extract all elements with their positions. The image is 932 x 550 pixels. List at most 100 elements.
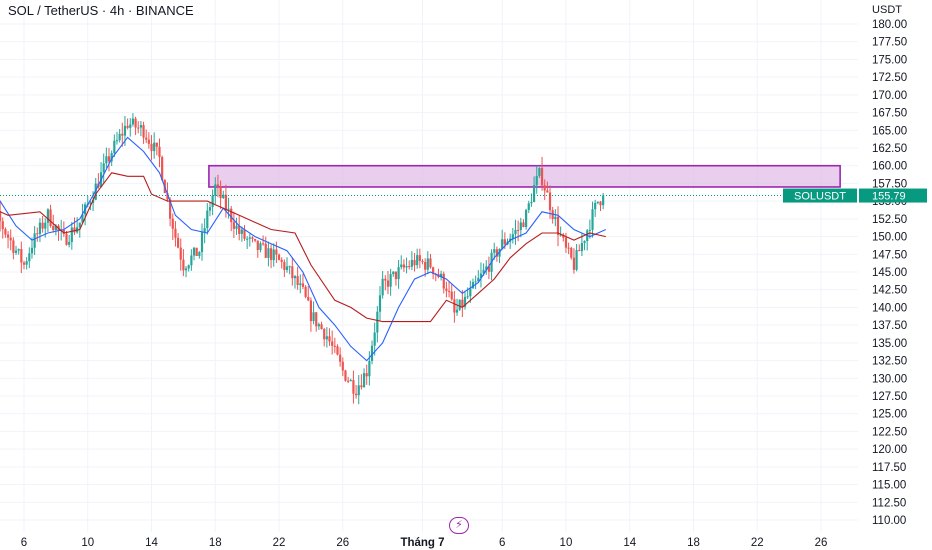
y-tick-label: 147.50 <box>872 249 907 261</box>
candle-body <box>12 240 15 253</box>
candle-body <box>339 354 342 362</box>
candle-body <box>14 250 18 253</box>
candle-body <box>81 214 84 223</box>
candle-body <box>535 175 538 186</box>
candle-body <box>248 237 251 239</box>
candle-body <box>304 286 307 297</box>
candle-body <box>222 194 225 199</box>
y-tick-label: 127.50 <box>872 391 907 403</box>
candle-body <box>471 282 475 289</box>
axis-unit-label[interactable]: USDT <box>872 4 902 16</box>
candle-body <box>392 271 395 275</box>
candle-body <box>301 283 305 287</box>
candle-body <box>485 266 488 270</box>
candle-body <box>9 237 12 241</box>
candle-body <box>418 255 421 261</box>
y-tick-label: 165.00 <box>872 125 907 137</box>
candle-body <box>307 296 310 301</box>
price-tag-value-box <box>859 188 927 203</box>
candle-body <box>344 370 347 381</box>
candle-body <box>137 127 140 129</box>
candle-body <box>532 185 536 203</box>
red-indicator-line <box>0 172 606 323</box>
candle-body <box>17 249 20 251</box>
candle-body <box>453 299 456 313</box>
candle-body <box>262 243 265 245</box>
candle-body <box>25 261 28 265</box>
chart-title[interactable]: SOL / TetherUS · 4h · BINANCE <box>8 3 194 18</box>
candle-body <box>517 229 520 231</box>
candle-body <box>211 195 214 208</box>
candle-body <box>78 222 81 228</box>
candle-body <box>28 253 31 262</box>
candle-body <box>602 195 605 206</box>
candle-body <box>323 328 326 340</box>
candle-body <box>594 202 597 210</box>
x-tick-label: 22 <box>273 537 286 549</box>
candle-body <box>463 296 467 307</box>
candle-body <box>575 250 578 270</box>
price-tag-symbol: SOLUSDT <box>794 191 846 203</box>
candle-body <box>238 225 241 234</box>
candle-body <box>206 210 209 229</box>
candle-body <box>405 266 408 268</box>
candle-body <box>129 124 132 128</box>
candle-body <box>522 222 525 228</box>
x-tick-label: 26 <box>815 537 828 549</box>
candle-body <box>461 299 464 307</box>
candle-body <box>256 240 259 250</box>
x-tick-label: 22 <box>751 537 764 549</box>
candle-body <box>190 255 193 266</box>
candle-body <box>320 324 323 329</box>
candle-body <box>285 266 289 270</box>
candle-body <box>198 252 201 256</box>
candle-body <box>105 156 108 164</box>
candle-body <box>107 156 111 162</box>
candle-body <box>349 380 352 382</box>
y-tick-label: 112.50 <box>872 497 906 509</box>
candle-body <box>543 185 546 191</box>
y-tick-label: 142.50 <box>872 285 907 297</box>
candle-body <box>73 227 76 233</box>
candle-body <box>272 249 275 261</box>
candle-body <box>416 255 419 266</box>
candle-body <box>408 266 411 268</box>
candle-body <box>166 193 169 200</box>
candle-body <box>161 157 164 181</box>
candle-body <box>466 296 469 298</box>
candle-body <box>243 229 246 239</box>
candle-body <box>572 257 576 270</box>
candle-body <box>219 186 222 199</box>
y-tick-label: 180.00 <box>872 19 907 31</box>
price-tag-symbol-box <box>783 188 857 203</box>
candle-body <box>397 267 400 280</box>
y-tick-label: 177.50 <box>872 37 907 49</box>
candle-body <box>184 268 188 271</box>
candle-body <box>1 221 4 230</box>
candle-body <box>230 208 233 223</box>
candle-body <box>548 192 552 211</box>
candle-body <box>269 248 273 261</box>
candle-body <box>110 153 113 162</box>
candle-body <box>254 238 257 241</box>
y-tick-label: 145.00 <box>872 267 907 279</box>
candle-body <box>20 249 23 263</box>
x-tick-label: 26 <box>336 537 349 549</box>
lightning-icon[interactable]: ⚡ <box>449 517 469 534</box>
candle-body <box>527 203 530 211</box>
candle-body <box>360 385 363 388</box>
candle-body <box>52 226 55 231</box>
candle-body <box>591 209 594 230</box>
candle-body <box>227 208 230 210</box>
resistance-zone-rect <box>208 164 841 188</box>
candle-body <box>588 229 591 231</box>
candle-body <box>192 247 196 256</box>
candle-body <box>115 140 119 142</box>
candle-body <box>44 222 47 229</box>
y-tick-label: 120.00 <box>872 444 907 456</box>
candle-body <box>246 238 249 240</box>
candle-body <box>474 281 477 283</box>
candle-body <box>455 309 459 313</box>
y-tick-label: 157.50 <box>872 178 907 190</box>
